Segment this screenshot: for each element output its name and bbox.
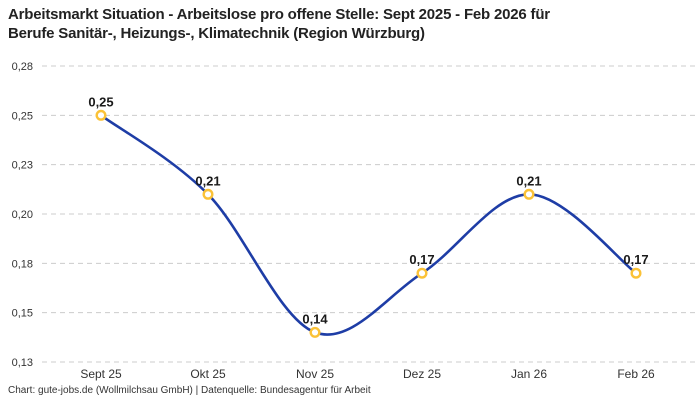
series-line xyxy=(99,114,638,336)
x-tick-label: Dez 25 xyxy=(403,367,441,381)
chart-title: Arbeitsmarkt Situation - Arbeitslose pro… xyxy=(8,5,550,43)
y-tick-label: 0,18 xyxy=(12,258,33,270)
chart-credit: Chart: gute-jobs.de (Wollmilchsau GmbH) … xyxy=(8,385,371,396)
y-tick-label: 0,28 xyxy=(12,61,33,73)
data-point-label: 0,25 xyxy=(88,94,113,109)
y-tick-label: 0,20 xyxy=(12,209,33,221)
data-point-marker xyxy=(523,188,535,200)
x-tick-label: Feb 26 xyxy=(617,367,655,381)
data-point-marker xyxy=(202,188,214,200)
y-tick-label: 0,23 xyxy=(12,160,33,172)
x-tick-label: Okt 25 xyxy=(190,367,226,381)
chart-title-line2: Berufe Sanitär-, Heizungs-, Klimatechnik… xyxy=(8,25,425,42)
x-tick-label: Nov 25 xyxy=(296,367,334,381)
y-tick-label: 0,25 xyxy=(12,110,33,122)
line-chart-svg: 0,28 0,25 0,23 0,20 0,18 0,15 0,13 Sept 25 Okt 2… xyxy=(12,61,697,381)
data-point-label: 0,21 xyxy=(516,173,541,188)
data-point-label: 0,14 xyxy=(302,311,328,326)
data-point-label: 0,17 xyxy=(623,252,648,267)
data-point-label: 0,21 xyxy=(195,173,220,188)
y-tick-label: 0,13 xyxy=(12,357,33,369)
x-tick-label: Jan 26 xyxy=(511,367,547,381)
data-point-marker xyxy=(416,267,428,279)
data-point-marker xyxy=(630,267,642,279)
x-tick-label: Sept 25 xyxy=(80,367,122,381)
chart-title-line1: Arbeitsmarkt Situation - Arbeitslose pro… xyxy=(8,6,550,23)
y-tick-label: 0,15 xyxy=(12,308,33,320)
data-point-marker xyxy=(95,109,107,121)
data-point-label: 0,17 xyxy=(409,252,434,267)
data-point-marker xyxy=(309,326,321,338)
